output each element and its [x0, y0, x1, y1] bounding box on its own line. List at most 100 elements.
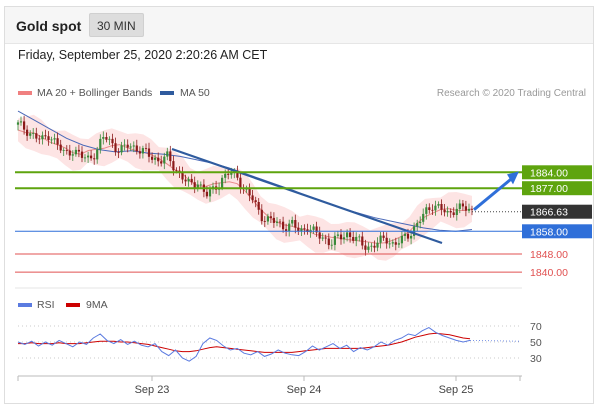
- candle-body: [443, 209, 446, 213]
- candle-body: [147, 148, 151, 157]
- candle-body: [38, 138, 41, 140]
- legend-label-rsi: RSI: [37, 299, 55, 311]
- rsi-plot-area: 70 50 30: [17, 321, 542, 365]
- candle-body: [26, 129, 29, 136]
- rsi-line: [17, 327, 471, 362]
- candle-body: [342, 237, 346, 240]
- level-label-resistance: 1877.00: [530, 183, 568, 195]
- candle-body: [160, 161, 163, 164]
- main-legend: MA 20 + Bollinger Bands MA 50 Research ©…: [18, 87, 586, 99]
- candle-body: [126, 144, 129, 148]
- candle-body: [391, 242, 394, 244]
- ma50-line: [17, 110, 473, 232]
- forecast-arrow-shaft: [473, 177, 513, 211]
- candle-body: [35, 133, 38, 139]
- candle-body: [336, 234, 339, 236]
- candle-body: [455, 208, 458, 215]
- candle-body: [285, 229, 288, 232]
- rsi-legend: RSI 9MA: [18, 299, 108, 311]
- candle-body: [181, 172, 184, 180]
- candle-body: [154, 157, 157, 160]
- candle-body: [260, 209, 263, 222]
- candle-body: [138, 151, 141, 154]
- candle-body: [23, 121, 26, 130]
- candle-body: [74, 149, 77, 155]
- candle-body: [221, 177, 224, 188]
- candle-body: [56, 138, 59, 145]
- x-tick-label: Sep 23: [135, 384, 170, 396]
- x-axis: Sep 23 Sep 24 Sep 25: [17, 376, 521, 396]
- candle-body: [434, 205, 437, 211]
- candle-body: [346, 232, 349, 238]
- candle-body: [47, 136, 50, 140]
- last-price-tag: [522, 204, 592, 219]
- candle-body: [163, 156, 166, 164]
- candle-body: [406, 233, 410, 239]
- candle-body: [330, 244, 333, 246]
- candle-body: [446, 211, 449, 213]
- candle-body: [29, 133, 32, 136]
- candle-body: [291, 220, 294, 224]
- x-tick-label: Sep 25: [439, 384, 474, 396]
- candle-body: [190, 178, 193, 183]
- candle-body: [467, 208, 471, 211]
- candle-body: [452, 212, 455, 215]
- candle-body: [71, 154, 74, 156]
- candle-body: [428, 207, 431, 210]
- candle-body: [306, 229, 309, 232]
- candle-body: [349, 232, 352, 237]
- candle-body: [272, 217, 275, 223]
- candle-body: [166, 151, 169, 157]
- candle-body: [394, 242, 397, 245]
- candle-body: [169, 151, 172, 162]
- candle-body: [327, 238, 330, 246]
- candle-body: [111, 138, 114, 144]
- x-tick-label: Sep 24: [287, 384, 322, 396]
- candle-body: [227, 173, 230, 175]
- candle-body: [123, 144, 126, 146]
- candle-body: [373, 245, 376, 248]
- candle-body: [470, 208, 474, 210]
- legend-label-9ma: 9MA: [86, 299, 108, 311]
- candle-body: [416, 223, 419, 227]
- candle-body: [120, 145, 123, 153]
- candle-body: [230, 172, 233, 175]
- candle-body: [324, 237, 327, 239]
- candle-body: [96, 149, 99, 160]
- candle-body: [461, 203, 464, 207]
- candle-body: [193, 182, 196, 188]
- timestamp: Friday, September 25, 2020 2:20:26 AM CE…: [18, 48, 268, 62]
- candle-body: [266, 216, 269, 222]
- candle-body: [248, 188, 251, 196]
- candle-body: [400, 235, 403, 244]
- candle-body: [19, 121, 23, 123]
- candle-body: [361, 236, 364, 246]
- candle-body: [294, 220, 297, 228]
- timeframe-badge[interactable]: 30 MIN: [89, 13, 144, 37]
- rsi-tick-label: 50: [530, 337, 542, 349]
- candle-body: [129, 146, 132, 148]
- candle-body: [300, 228, 303, 232]
- candle-body: [449, 211, 452, 213]
- candle-body: [269, 216, 272, 218]
- candle-body: [367, 246, 370, 250]
- candle-body: [80, 151, 84, 158]
- level-tags: 1884.00 1877.00 1858.00 1848.00 1840.00 1866.…: [522, 165, 592, 279]
- candle-body: [114, 143, 117, 152]
- candle-body: [410, 235, 413, 239]
- candle-body: [16, 122, 20, 125]
- candle-body: [440, 204, 443, 210]
- candle-body: [59, 144, 62, 151]
- candle-body: [224, 173, 227, 178]
- candle-body: [117, 152, 120, 153]
- candle-body: [32, 133, 35, 134]
- chart-title: Gold spot: [16, 18, 82, 34]
- candle-body: [50, 139, 53, 141]
- candle-body: [172, 161, 175, 171]
- candle-body: [251, 195, 254, 201]
- candle-body: [303, 228, 306, 230]
- candle-body: [297, 227, 300, 232]
- candle-body: [315, 226, 318, 233]
- candle-body: [62, 150, 65, 151]
